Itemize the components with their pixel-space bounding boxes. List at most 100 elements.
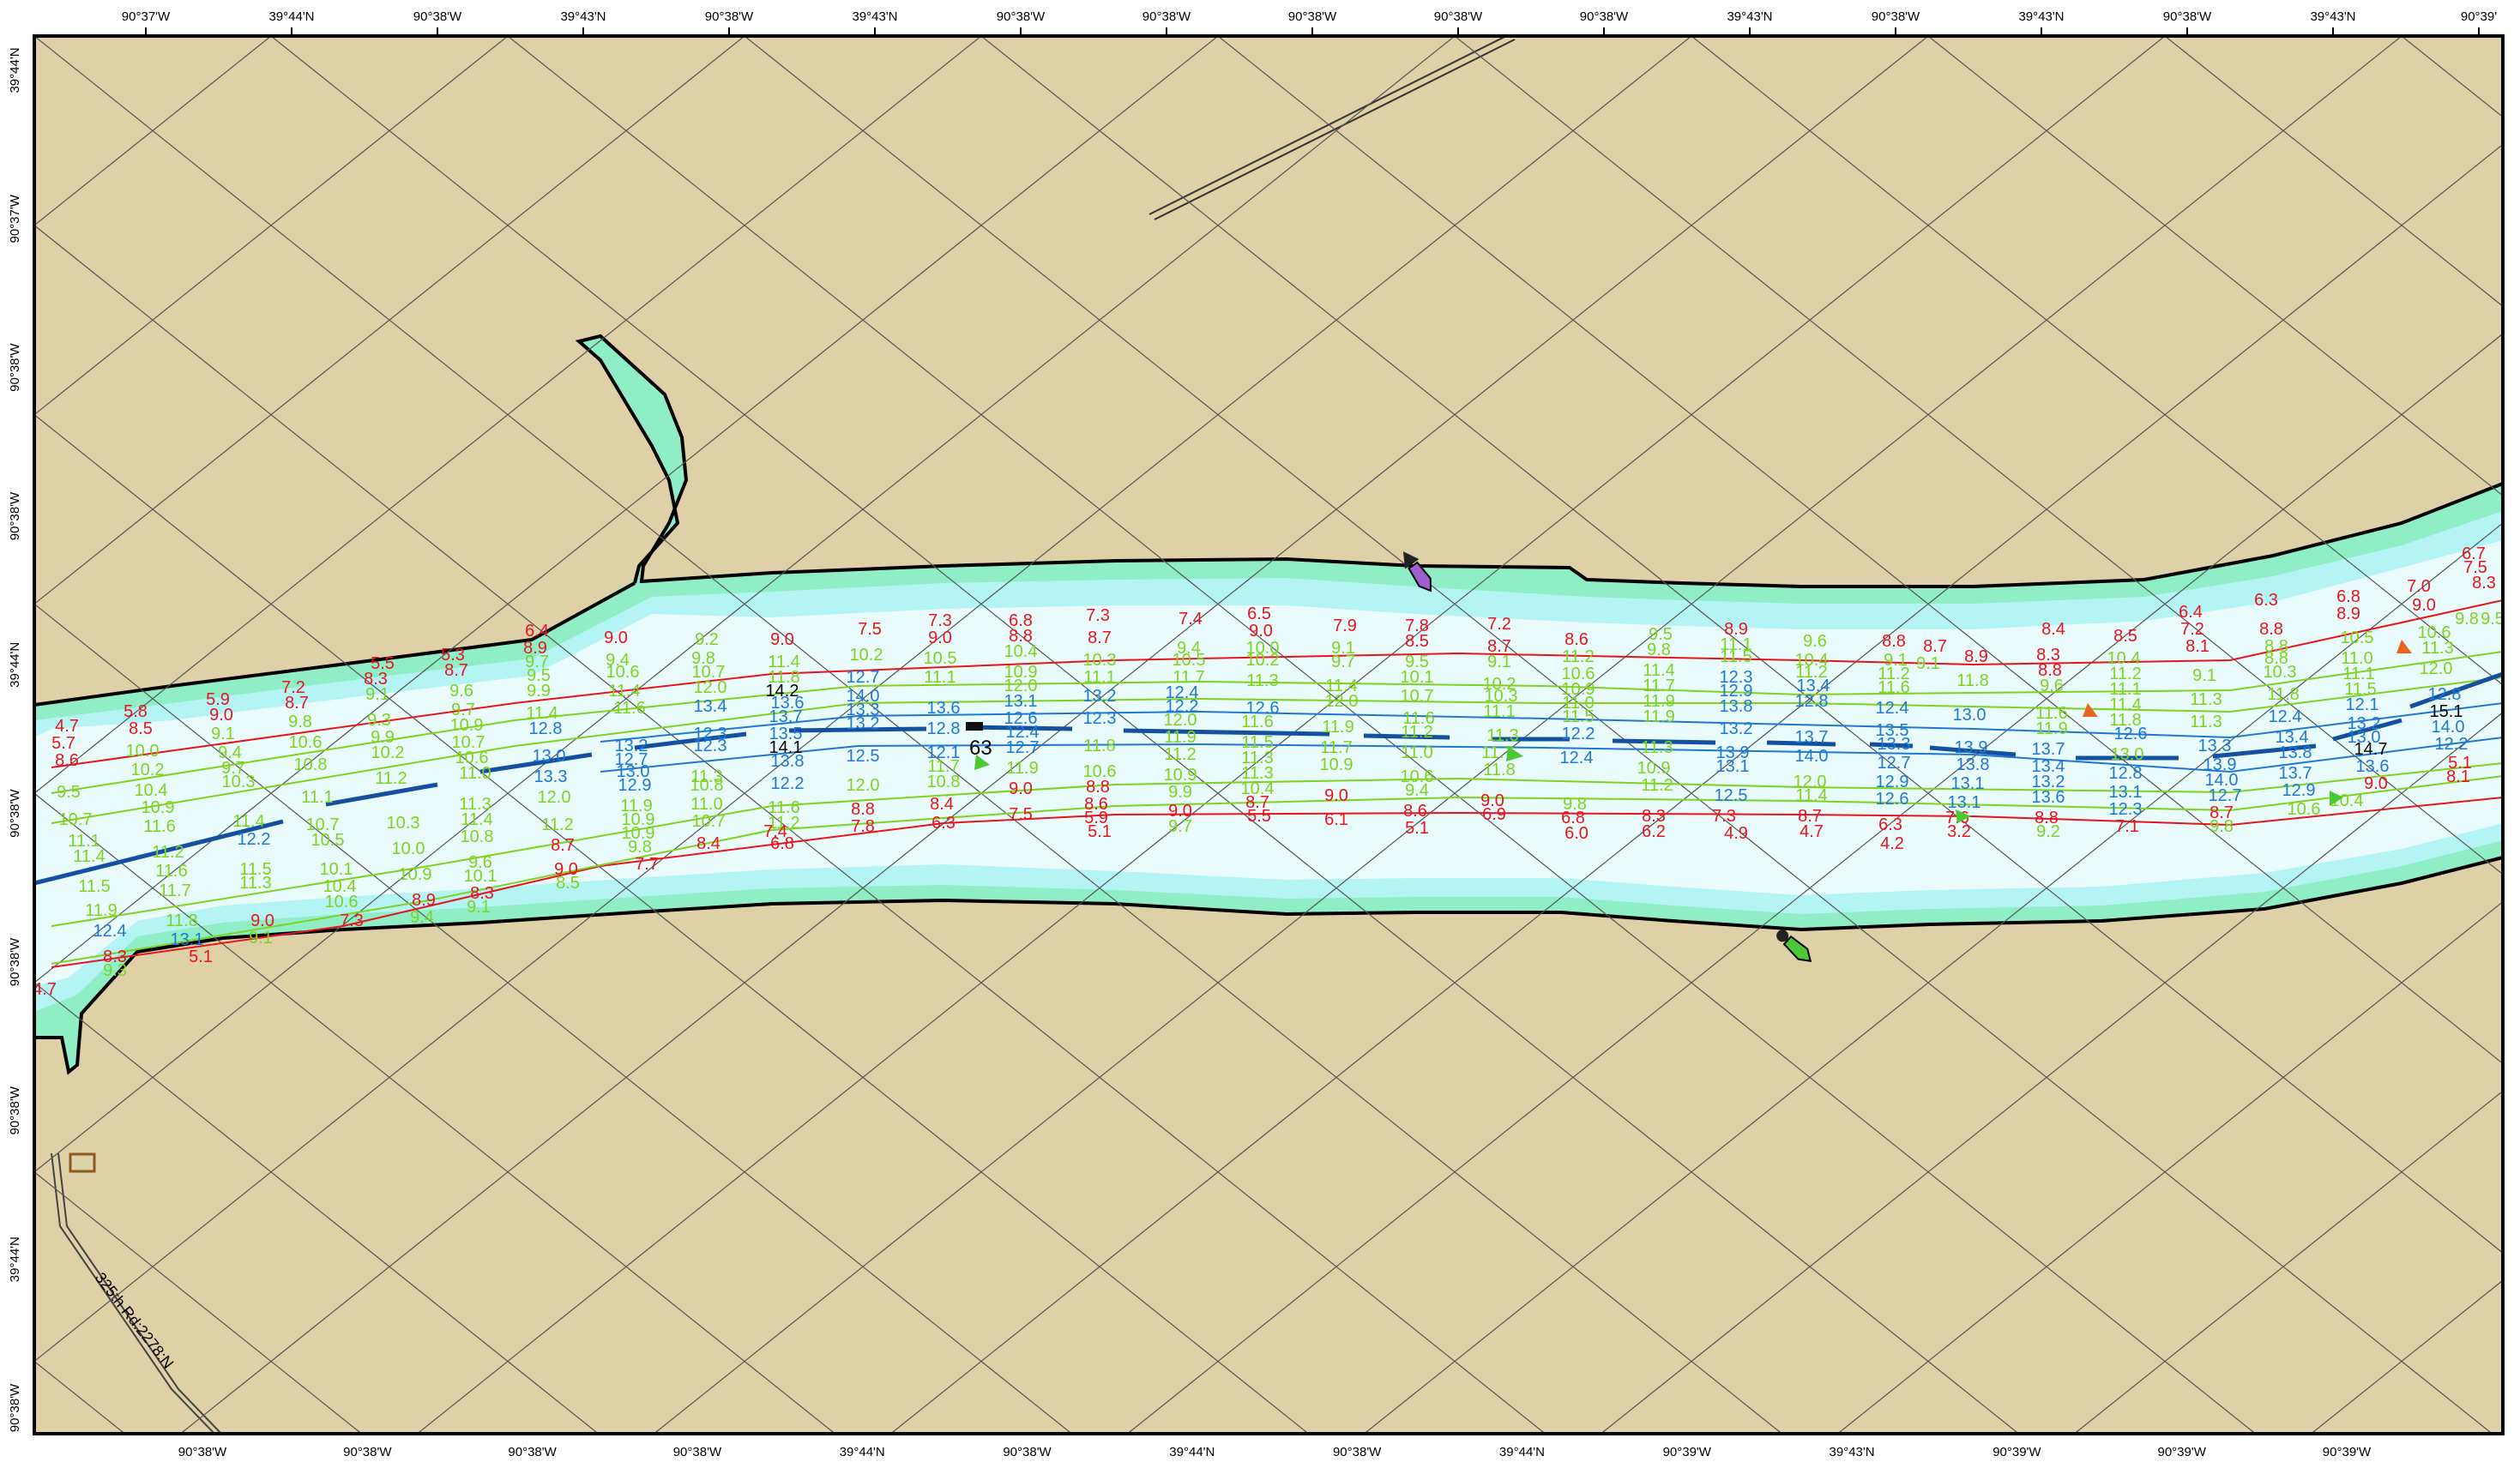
depth-sounding: 13.4 (2032, 757, 2065, 776)
depth-sounding: 9.8 (2210, 817, 2234, 836)
depth-sounding: 9.9 (527, 682, 551, 701)
depth-sounding: 10.6 (325, 893, 359, 911)
depth-sounding: 10.0 (392, 839, 425, 858)
depth-sounding: 11.3 (690, 767, 722, 786)
depth-soundings: 4.75.78.69.510.711.111.45.88.510.010.210… (34, 544, 2503, 999)
depth-sounding: 13.4 (694, 697, 727, 716)
depth-sounding: 12.8 (2428, 685, 2462, 704)
depth-sounding: 11.4 (526, 704, 558, 723)
depth-sounding: 7.2 (281, 678, 305, 697)
graticule-label: 39°43'N (2310, 9, 2355, 24)
depth-sounding: 5.1 (189, 948, 213, 966)
depth-sounding: 8.7 (1088, 629, 1112, 647)
depth-sounding: 8.4 (930, 795, 954, 814)
depth-sounding: 9.1 (1331, 639, 1355, 658)
depth-sounding: 4.7 (1800, 822, 1824, 841)
depth-sounding: 9.2 (2036, 822, 2060, 841)
graticule-label: 39°44'N (1169, 1445, 1215, 1459)
depth-sounding: 8.9 (1724, 620, 1748, 639)
depth-sounding: 12.0 (847, 776, 880, 795)
graticule-label: 90°38'W (8, 789, 22, 838)
depth-sounding: 11.2 (1641, 776, 1673, 795)
graticule-label: 90°39'W (2157, 1445, 2206, 1459)
building-outline-icon (69, 1152, 96, 1173)
depth-sounding: 11.4 (768, 653, 799, 671)
depth-sounding: 10.7 (452, 733, 485, 752)
depth-sounding: 14.0 (2205, 771, 2239, 790)
depth-sounding: 14.1 (769, 738, 803, 757)
depth-sounding: 11.7 (927, 757, 959, 776)
graticule-label: 90°38'W (8, 491, 22, 540)
depth-sounding: 13.8 (1720, 697, 1753, 716)
depth-sounding: 10.8 (461, 827, 494, 846)
depth-sounding: 6.0 (1564, 824, 1589, 843)
purple-buoy-icon[interactable] (1396, 546, 1438, 595)
depth-sounding: 11.2 (375, 769, 407, 788)
graticule-label: 90°38'W (343, 1445, 392, 1459)
graticule-label: 90°38'W (705, 9, 754, 24)
depth-sounding: 12.8 (1795, 692, 1829, 711)
depth-sounding: 12.4 (1006, 723, 1040, 742)
depth-sounding: 8.6 (1564, 630, 1589, 649)
depth-sounding: 6.4 (525, 622, 549, 641)
depth-sounding: 10.5 (311, 831, 345, 850)
depth-sounding: 5.3 (441, 646, 465, 665)
depth-sounding: 5.1 (1405, 819, 1429, 838)
depth-sounding: 11.8 (768, 668, 799, 687)
depth-sounding: 10.9 (622, 824, 655, 843)
depth-sounding: 6.5 (1247, 605, 1271, 623)
depth-sounding: 11.8 (2109, 711, 2141, 730)
graticule-label: 90°38'W (2163, 9, 2212, 24)
depth-sounding: 8.8 (1086, 778, 1110, 797)
grid-line (34, 36, 509, 416)
grid-line (654, 36, 2402, 1434)
depth-sounding: 12.7 (1878, 754, 1911, 773)
depth-sounding: 11.6 (155, 862, 187, 881)
depth-sounding: 7.0 (2407, 577, 2431, 596)
depth-sounding: 13.7 (2032, 740, 2065, 759)
depth-sounding: 13.3 (1878, 735, 1911, 754)
depth-sounding: 10.8 (690, 776, 724, 795)
depth-sounding: 12.2 (2435, 735, 2469, 754)
graticule-label: 39°43'N (560, 9, 606, 24)
depth-sounding: 9.0 (2412, 596, 2436, 615)
depth-sounding: 11.5 (2344, 680, 2376, 699)
depth-sounding: 9.7 (1168, 817, 1192, 836)
depth-sounding: 8.8 (2264, 649, 2288, 668)
depth-sounding: 12.7 (847, 668, 880, 687)
daybeacon-marker (966, 722, 983, 731)
depth-sounding: 11.6 (768, 798, 799, 817)
depth-sounding: 9.9 (1168, 783, 1192, 802)
depth-sounding: 9.7 (525, 653, 549, 671)
depth-sounding: 12.8 (2109, 764, 2143, 783)
depth-sounding: 7.3 (340, 911, 364, 930)
depth-sounding: 9.5 (57, 783, 81, 802)
depth-sounding: 10.5 (924, 649, 957, 668)
depth-sounding: 9.7 (221, 759, 245, 778)
depth-sounding: 7.8 (1405, 617, 1429, 635)
depth-sounding: 10.7 (692, 663, 726, 682)
depth-sounding: 9.6 (449, 682, 473, 701)
depth-sounding: 10.9 (1320, 755, 1353, 774)
depth-sounding: 13.8 (771, 752, 805, 771)
graticule-label: 90°38'W (413, 9, 462, 24)
depth-sounding: 11.4 (461, 810, 492, 829)
depth-sounding: 11.0 (459, 764, 491, 783)
depth-sounding: 12.3 (1083, 709, 1117, 728)
depth-sounding: 9.4 (218, 743, 242, 762)
depth-sounding: 11.3 (459, 795, 491, 814)
survey-lines (51, 599, 2503, 968)
depth-sounding: 5.1 (2448, 754, 2472, 773)
grid-line (1127, 333, 2503, 1434)
depth-sounding: 11.3 (2421, 639, 2453, 658)
grid-line (1837, 900, 2503, 1434)
green-buoy-icon[interactable] (1774, 927, 1816, 966)
depth-sounding: 9.8 (2455, 610, 2479, 629)
depth-sounding: 11.7 (1320, 738, 1352, 757)
depth-sounding: 6.3 (931, 814, 956, 833)
depth-sounding: 13.2 (847, 714, 880, 733)
depth-sounding: 12.5 (1715, 786, 1748, 805)
depth-sounding: 8.5 (2113, 627, 2137, 646)
depth-sounding: 11.8 (1956, 671, 1988, 690)
